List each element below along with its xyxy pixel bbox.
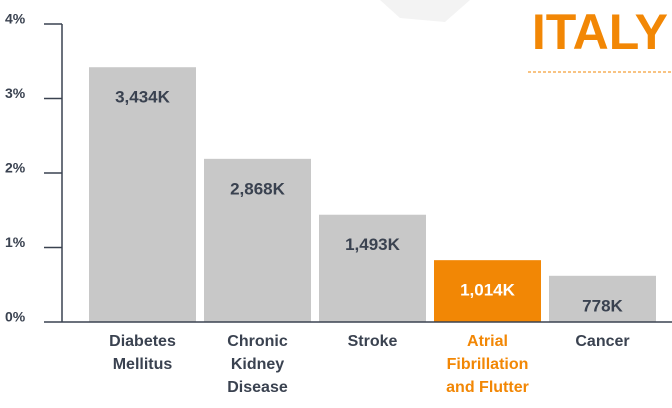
x-tick-label-line: Chronic [227,333,288,350]
value-label: 3,434K [115,88,171,107]
bar [89,67,196,323]
x-tick-label-line: Mellitus [113,356,173,373]
x-tick-label-line: Fibrillation [447,356,529,373]
y-tick-label: 4% [5,11,26,27]
bar [549,275,656,322]
bar [434,260,541,322]
chart-title: ITALY [532,4,668,60]
y-tick-label: 1% [5,234,26,250]
y-tick-label: 0% [5,309,26,325]
background-shape [380,0,470,22]
x-tick-label-line: Kidney [231,356,284,373]
x-tick-label-line: Cancer [575,333,629,350]
bar [319,214,426,322]
x-tick-label-line: Disease [227,379,288,396]
x-tick-label: Cancer [575,333,629,350]
x-tick-label: Diabetes Mellitus [109,333,176,373]
bar [204,158,311,322]
x-tick-label-line: Atrial [467,333,508,350]
x-tick-label: Chronic Kidney Disease [227,333,288,396]
x-tick-label-line: Stroke [348,333,398,350]
y-tick-label: 3% [5,85,26,101]
x-tick-label-line: and Flutter [446,379,529,396]
y-tick-label: 2% [5,160,26,176]
value-label: 1,493K [345,235,401,254]
x-tick-label: Stroke [348,333,398,350]
value-label: 2,868K [230,179,286,198]
value-label: 778K [582,296,623,315]
x-tick-label-line: Diabetes [109,333,176,350]
value-label: 1,014K [460,281,516,300]
x-tick-label: Atrial Fibrillation and Flutter [446,333,529,396]
